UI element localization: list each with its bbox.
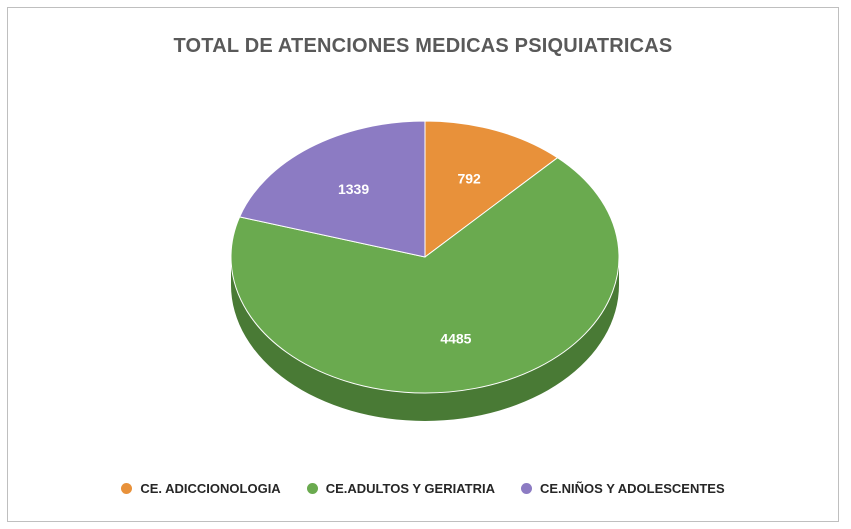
legend-marker-icon [306, 483, 318, 494]
data-label-ce-ni-os-y-adolescentes: 1339 [338, 181, 369, 197]
pie-side-ce-adultos-y-geriatria [231, 257, 619, 421]
legend: CE. ADICCIONOLOGIA CE.ADULTOS Y GERIATRIA… [8, 481, 838, 496]
legend-label: CE. ADICCIONOLOGIA [140, 481, 281, 496]
pie-slice-ce-adultos-y-geriatria[interactable] [230, 157, 620, 394]
data-label-ce-adultos-y-geriatria: 4485 [440, 330, 471, 346]
data-label-ce-adiccionologia: 792 [457, 171, 481, 187]
legend-marker-icon [520, 483, 532, 494]
legend-item-ce-adultos-y-geriatria[interactable]: CE.ADULTOS Y GERIATRIA [306, 481, 495, 496]
legend-marker-icon [121, 483, 133, 494]
pie-slice-ce-ni-os-y-adolescentes[interactable] [238, 120, 426, 258]
pie-slice-ce-adiccionologia[interactable] [424, 120, 559, 258]
legend-item-ce-ni-os-y-adolescentes[interactable]: CE.NIÑOS Y ADOLESCENTES [520, 481, 725, 496]
chart-frame: TOTAL DE ATENCIONES MEDICAS PSIQUIATRICA… [7, 7, 839, 522]
pie-chart: 792 4485 1339 [230, 120, 620, 421]
legend-item-ce-adiccionologia[interactable]: CE. ADICCIONOLOGIA [121, 481, 281, 496]
legend-label: CE.ADULTOS Y GERIATRIA [325, 481, 495, 496]
chart-title: TOTAL DE ATENCIONES MEDICAS PSIQUIATRICA… [173, 35, 673, 57]
legend-label: CE.NIÑOS Y ADOLESCENTES [539, 481, 725, 496]
